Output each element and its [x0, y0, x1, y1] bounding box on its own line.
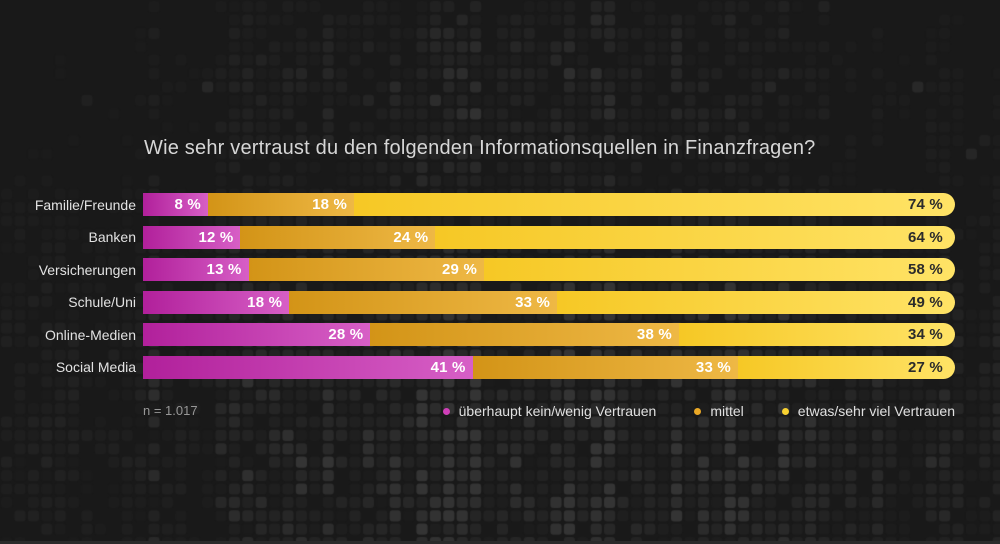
bar: 28 % 38 % 34 %: [143, 323, 955, 346]
category-label: Versicherungen: [38, 261, 136, 278]
chart-row: Social Media 41 % 33 % 27 %: [0, 355, 955, 379]
segment-mid-trust: 29 %: [248, 258, 485, 281]
legend: überhaupt kein/wenig Vertrauen mittel et…: [442, 403, 955, 419]
value-label: 33 %: [695, 358, 731, 376]
value-label: 27 %: [907, 358, 943, 376]
segment-mid-trust: 24 %: [240, 225, 436, 249]
legend-label: überhaupt kein/wenig Vertrauen: [458, 403, 657, 419]
legend-dot-orange-icon: [694, 407, 702, 415]
bar: 13 % 29 % 58 %: [143, 258, 955, 281]
legend-dot-magenta-icon: [442, 407, 450, 415]
segment-high-trust: 64 %: [435, 225, 955, 249]
value-label: 64 %: [907, 228, 943, 246]
segment-high-trust: 74 %: [354, 193, 955, 216]
legend-item-low-trust: überhaupt kein/wenig Vertrauen: [442, 403, 657, 419]
value-label: 41 %: [430, 358, 466, 376]
chart-row: Versicherungen 13 % 29 % 58 %: [0, 258, 955, 281]
value-label: 18 %: [312, 196, 348, 213]
chart-row: Online-Medien 28 % 38 % 34 %: [0, 323, 955, 346]
value-label: 12 %: [198, 228, 234, 246]
segment-mid-trust: 18 %: [207, 193, 355, 216]
legend-dot-yellow-icon: [781, 407, 789, 415]
value-label: 18 %: [247, 293, 283, 311]
segment-low-trust: 13 %: [143, 258, 249, 281]
segment-low-trust: 18 %: [143, 290, 290, 314]
value-label: 24 %: [393, 228, 429, 246]
value-label: 13 %: [206, 261, 242, 278]
legend-label: etwas/sehr viel Vertrauen: [797, 403, 955, 419]
stacked-bar-chart: Familie/Freunde 8 % 18 % 74 % Banken 12 …: [0, 193, 955, 379]
value-label: 34 %: [907, 326, 943, 343]
chart-title: Wie sehr vertraust du den folgenden Info…: [144, 137, 816, 159]
segment-low-trust: 41 %: [143, 355, 473, 379]
category-label: Online-Medien: [44, 326, 136, 343]
segment-mid-trust: 38 %: [370, 323, 679, 346]
segment-mid-trust: 33 %: [289, 290, 558, 314]
segment-high-trust: 58 %: [484, 258, 955, 281]
bar: 41 % 33 % 27 %: [143, 355, 955, 379]
value-label: 58 %: [907, 261, 943, 278]
bottom-edge-strip: [0, 541, 1000, 544]
bar: 8 % 18 % 74 %: [143, 193, 955, 216]
bar: 12 % 24 % 64 %: [143, 225, 955, 249]
segment-mid-trust: 33 %: [472, 355, 738, 379]
value-label: 38 %: [636, 326, 672, 343]
category-label: Schule/Uni: [68, 294, 136, 310]
sample-size-note: n = 1.017: [143, 403, 198, 418]
category-label: Banken: [88, 229, 136, 245]
segment-high-trust: 34 %: [678, 323, 955, 346]
category-label: Social Media: [55, 359, 136, 375]
legend-item-high-trust: etwas/sehr viel Vertrauen: [781, 403, 955, 419]
value-label: 74 %: [907, 196, 943, 213]
value-label: 28 %: [328, 326, 364, 343]
chart-row: Banken 12 % 24 % 64 %: [0, 225, 955, 249]
value-label: 49 %: [907, 293, 943, 311]
value-label: 8 %: [174, 196, 201, 213]
segment-high-trust: 49 %: [557, 290, 955, 314]
value-label: 33 %: [515, 293, 551, 311]
segment-low-trust: 28 %: [143, 323, 371, 346]
legend-item-mid-trust: mittel: [694, 403, 744, 419]
bar: 18 % 33 % 49 %: [143, 290, 955, 314]
value-label: 29 %: [442, 261, 478, 278]
chart-row: Schule/Uni 18 % 33 % 49 %: [0, 290, 955, 314]
segment-high-trust: 27 %: [737, 355, 955, 379]
segment-low-trust: 8 %: [143, 193, 208, 216]
segment-low-trust: 12 %: [143, 225, 241, 249]
legend-label: mittel: [710, 403, 744, 419]
category-label: Familie/Freunde: [34, 196, 136, 213]
chart-row: Familie/Freunde 8 % 18 % 74 %: [0, 193, 955, 216]
